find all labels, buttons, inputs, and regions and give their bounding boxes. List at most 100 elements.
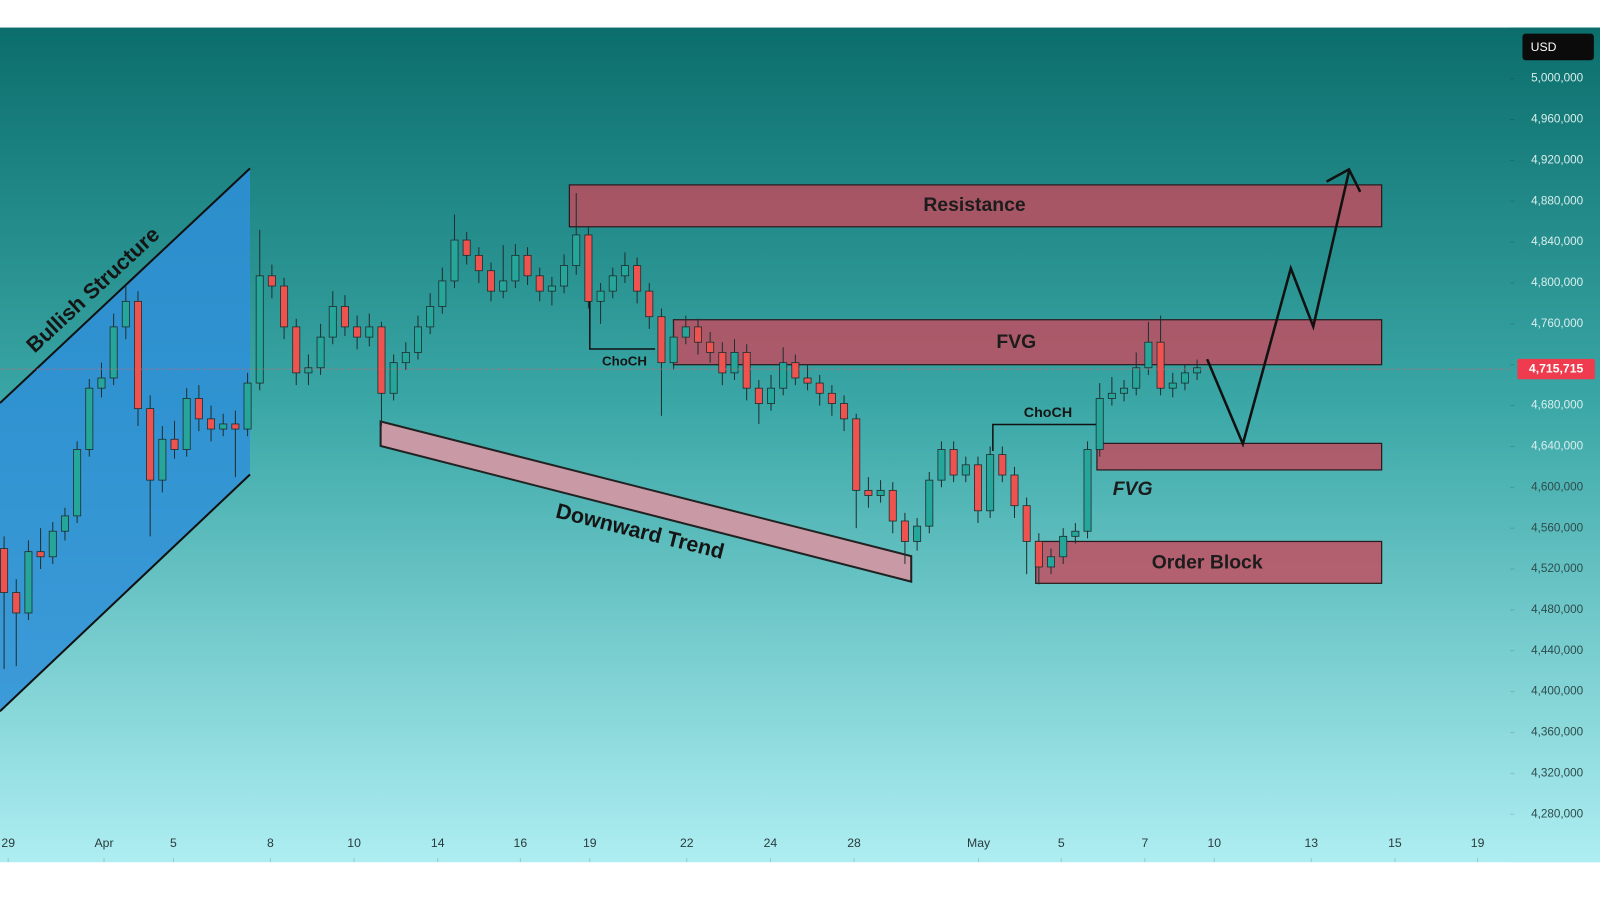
candle-body	[328, 306, 337, 338]
x-tick-label: 8	[267, 836, 274, 850]
candle-body	[840, 403, 849, 420]
x-tick-label: 22	[680, 836, 694, 850]
x-tick-label: 24	[764, 836, 778, 850]
candle-body	[401, 352, 410, 364]
y-tick-label: 4,480,000	[1531, 603, 1584, 616]
downtrend-band	[379, 420, 913, 583]
candle-body	[462, 239, 471, 256]
x-tick-label: 19	[583, 836, 597, 850]
candle-body	[1180, 372, 1189, 384]
choch-line	[589, 288, 656, 350]
candle-body	[815, 382, 824, 394]
candle-body	[1071, 530, 1080, 537]
y-tick-label: 4,600,000	[1531, 480, 1584, 493]
candle-body	[36, 551, 45, 558]
channel-line	[0, 473, 251, 712]
candle-body	[1144, 341, 1153, 369]
candle-body	[913, 525, 922, 542]
candle-body	[791, 362, 800, 379]
candle-body	[572, 234, 581, 267]
y-tick-label: 4,560,000	[1531, 521, 1584, 534]
zone	[568, 184, 1383, 228]
candle-body	[1168, 382, 1177, 389]
y-tick-label: 4,320,000	[1531, 766, 1584, 779]
candle-body	[389, 362, 398, 394]
zone-label: Order Block	[1152, 551, 1263, 573]
candle-body	[292, 326, 301, 374]
price-axis	[1510, 27, 1600, 863]
candle-body	[669, 336, 678, 364]
candle-body	[961, 464, 970, 476]
candle-body	[377, 326, 386, 394]
candle-body	[876, 489, 885, 496]
choch-label: ChoCH	[1024, 405, 1072, 421]
candle-body	[523, 254, 532, 277]
candle-body	[219, 423, 228, 430]
candle-body	[657, 316, 666, 364]
candle-body	[474, 254, 483, 272]
candle-body	[24, 551, 33, 614]
candle-body	[182, 398, 191, 450]
candle-body	[608, 275, 617, 292]
channel-line	[0, 167, 251, 404]
zone	[1096, 442, 1383, 471]
candle-body	[754, 387, 763, 404]
choch-label: ChoCH	[602, 354, 647, 369]
y-tick-label: 4,440,000	[1531, 644, 1584, 657]
y-tick-label: 4,400,000	[1531, 685, 1584, 698]
candle-body	[207, 418, 216, 430]
y-tick-label: 4,520,000	[1531, 562, 1584, 575]
candle-body	[596, 290, 605, 302]
candle-body	[888, 489, 897, 522]
y-tick-label: 4,880,000	[1531, 194, 1584, 207]
candle-body	[779, 362, 788, 389]
candle-body	[925, 479, 934, 527]
last-price-label: 4,715,715	[1529, 361, 1584, 375]
candle-body	[365, 326, 374, 338]
candle-body	[1107, 392, 1116, 399]
last-price-badge	[1517, 358, 1595, 380]
candle-body	[620, 265, 629, 277]
candle-body	[560, 265, 569, 287]
candle-body	[511, 254, 520, 282]
candle-body	[340, 306, 349, 328]
projection-path	[1205, 171, 1351, 448]
candle-body	[706, 341, 715, 353]
candle-body	[1059, 535, 1068, 558]
x-tick-label: 10	[1207, 836, 1221, 850]
bullish-channel	[0, 168, 250, 712]
candle-body	[547, 285, 556, 292]
candle-body	[280, 285, 289, 328]
y-tick-label: 4,840,000	[1531, 235, 1584, 248]
candle-body	[158, 438, 167, 481]
x-tick-label: 16	[514, 836, 528, 850]
candle-body	[85, 387, 94, 450]
candle-body	[97, 377, 106, 389]
x-tick-label: 5	[1058, 836, 1065, 850]
candle-body	[1193, 367, 1202, 374]
candle-body	[48, 530, 57, 558]
candle-body	[231, 423, 240, 430]
x-tick-label: 10	[347, 836, 361, 850]
candle-body	[584, 234, 593, 302]
candle-body	[986, 454, 995, 512]
x-tick-label: May	[967, 836, 991, 850]
candle-body	[0, 548, 9, 593]
candle-body	[1120, 387, 1129, 394]
candle-body	[267, 275, 276, 287]
candle-body	[1132, 367, 1141, 389]
candle-body	[134, 300, 142, 410]
candle-body	[633, 265, 642, 292]
y-tick-label: 4,360,000	[1531, 726, 1584, 739]
candle-body	[1034, 541, 1043, 568]
candle-body	[1095, 398, 1104, 450]
candle-body	[1083, 449, 1092, 532]
candle-body	[827, 392, 836, 404]
candle-body	[949, 449, 958, 476]
y-tick-label: 4,960,000	[1531, 113, 1584, 126]
candle-body	[438, 280, 447, 307]
candle-body	[499, 280, 508, 292]
y-tick-label: 5,000,000	[1531, 72, 1584, 85]
candle-body	[121, 300, 130, 328]
